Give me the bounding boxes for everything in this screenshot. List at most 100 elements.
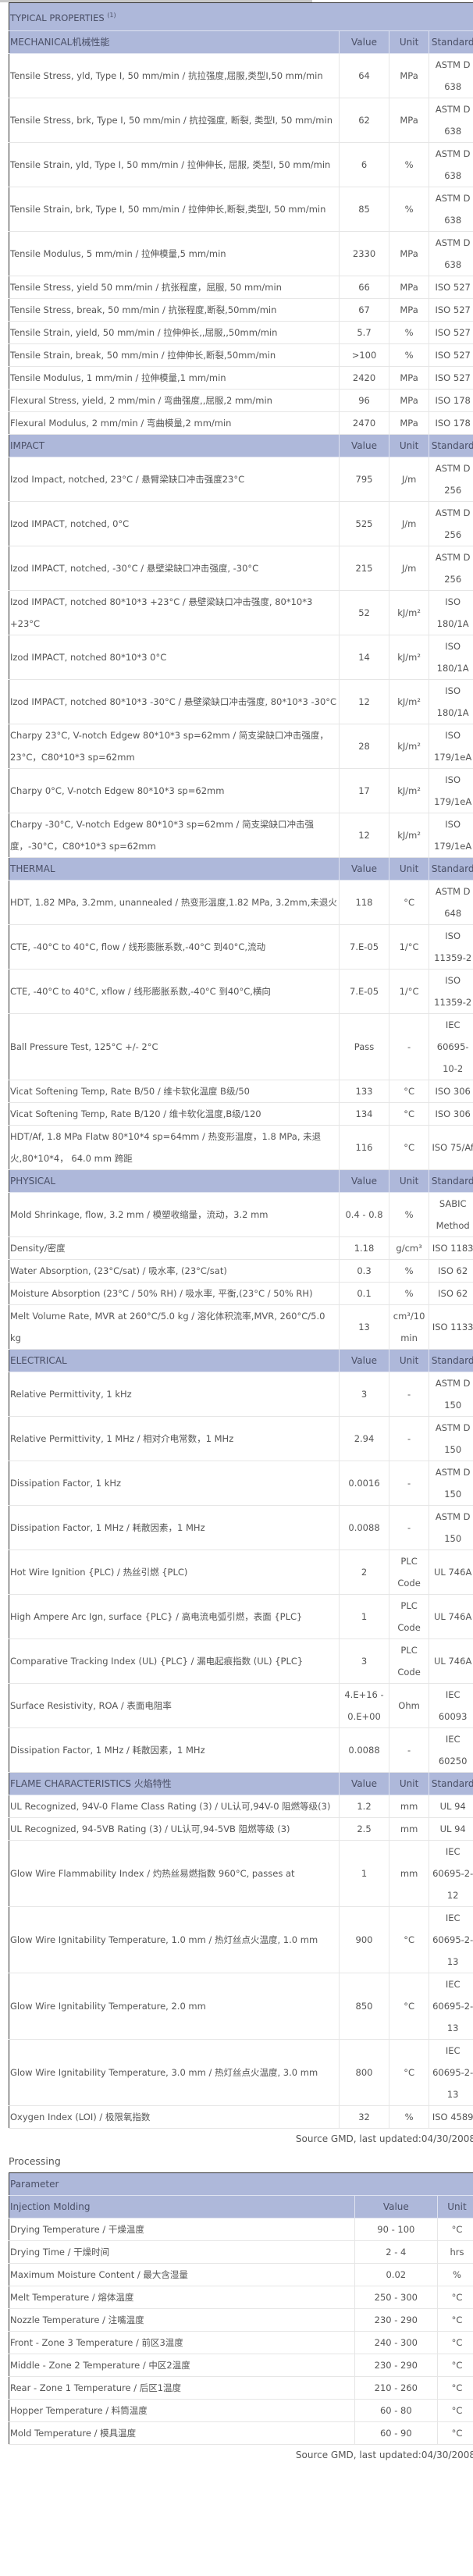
property-row: Charpy 0°C, V-notch Edgew 80*10*3 sp=62m… xyxy=(9,768,473,813)
property-row: Melt Volume Rate, MVR at 260°C/5.0 kg / … xyxy=(9,1304,473,1350)
property-row: Water Absorption, (23°C/sat) / 吸水率, (23°… xyxy=(9,1259,473,1283)
processing-row: Nozzle Temperature / 注嘴温度 230 - 290 °C xyxy=(9,2308,473,2332)
property-value: 4.E+16 - 0.E+00 xyxy=(339,1683,389,1728)
unit-header: Unit xyxy=(389,1169,430,1193)
property-name: High Ampere Arc Ign, surface {PLC} / 高电流… xyxy=(9,1594,340,1639)
property-name: Glow Wire Ignitability Temperature, 1.0 … xyxy=(9,1906,340,1973)
property-row: Izod IMPACT, notched 80*10*3 -30°C / 悬壁梁… xyxy=(9,679,473,724)
section-header-row: IMPACT Value Unit Standard xyxy=(9,434,473,457)
property-value: 7.E-05 xyxy=(339,924,389,970)
property-value: 133 xyxy=(339,1080,389,1103)
property-standard: ISO 306 xyxy=(429,1080,473,1103)
property-name: Izod IMPACT, notched 80*10*3 -30°C / 悬壁梁… xyxy=(9,679,340,724)
property-value: 0.0088 xyxy=(339,1727,389,1773)
property-unit: kJ/m² xyxy=(389,768,430,813)
parameter-name: Melt Temperature / 熔体温度 xyxy=(9,2286,355,2309)
property-name: Tensile Stress, break, 50 mm/min / 抗张程度,… xyxy=(9,298,340,322)
property-unit: g/cm³ xyxy=(389,1236,430,1260)
property-unit: °C xyxy=(389,1973,430,2040)
unit-header: Unit xyxy=(389,434,430,457)
property-unit: % xyxy=(389,1259,430,1283)
parameter-value: 230 - 290 xyxy=(354,2354,438,2377)
property-unit: % xyxy=(389,343,430,367)
property-standard: ISO 527 xyxy=(429,298,473,322)
parameter-name: Front - Zone 3 Temperature / 前区3温度 xyxy=(9,2331,355,2354)
property-value: 2.5 xyxy=(339,1817,389,1841)
property-value: 2470 xyxy=(339,411,389,435)
property-value: 2.94 xyxy=(339,1416,389,1461)
property-name: Tensile Strain, yld, Type I, 50 mm/min /… xyxy=(9,142,340,187)
property-name: Glow Wire Ignitability Temperature, 2.0 … xyxy=(9,1973,340,2040)
property-name: Charpy 23°C, V-notch Edgew 80*10*3 sp=62… xyxy=(9,724,340,769)
property-unit: % xyxy=(389,187,430,232)
property-row: High Ampere Arc Ign, surface {PLC} / 高电流… xyxy=(9,1594,473,1639)
property-row: Vicat Softening Temp, Rate B/50 / 维卡软化温度… xyxy=(9,1080,473,1103)
property-name: CTE, -40°C to 40°C, xflow / 线形膨胀系数,-40°C… xyxy=(9,969,340,1014)
parameter-value: 60 - 80 xyxy=(354,2399,438,2422)
property-row: Tensile Stress, brk, Type I, 50 mm/min /… xyxy=(9,98,473,143)
property-standard: ASTM D 150 xyxy=(429,1461,473,1506)
property-row: Density/密度 1.18 g/cm³ ISO 1183 xyxy=(9,1236,473,1260)
parameter-unit: °C xyxy=(437,2354,473,2377)
typical-properties-title-row: TYPICAL PROPERTIES (1) xyxy=(9,2,473,31)
property-value: 1.18 xyxy=(339,1236,389,1260)
unit-header: Unit xyxy=(389,1772,430,1795)
property-unit: - xyxy=(389,1461,430,1506)
footnote-marker: (1) xyxy=(107,12,116,19)
property-unit: MPa xyxy=(389,231,430,276)
processing-row: Mold Temperature / 模具温度 60 - 90 °C xyxy=(9,2421,473,2445)
property-unit: % xyxy=(389,1192,430,1237)
parameter-name: Middle - Zone 2 Temperature / 中区2温度 xyxy=(9,2354,355,2377)
property-standard: ISO 178 xyxy=(429,389,473,412)
property-value: 52 xyxy=(339,590,389,635)
property-value: 0.0016 xyxy=(339,1461,389,1506)
property-value: 3 xyxy=(339,1638,389,1684)
property-standard: ISO 180/1A xyxy=(429,635,473,680)
property-unit: PLC Code xyxy=(389,1550,430,1595)
property-value: 1 xyxy=(339,1840,389,1907)
property-unit: °C xyxy=(389,2039,430,2106)
property-row: Flexural Stress, yield, 2 mm/min / 弯曲强度,… xyxy=(9,389,473,412)
parameter-header: Parameter xyxy=(9,2172,473,2196)
property-name: Glow Wire Ignitability Temperature, 3.0 … xyxy=(9,2039,340,2106)
property-unit: kJ/m² xyxy=(389,724,430,769)
property-standard: IEC 60695-2-13 xyxy=(429,1973,473,2040)
datasheet: TYPICAL PROPERTIES (1) MECHANICAL机械性能 Val… xyxy=(9,2,473,2460)
property-name: Comparative Tracking Index (UL) {PLC} / … xyxy=(9,1638,340,1684)
section-header-row: ELECTRICAL Value Unit Standard xyxy=(9,1349,473,1372)
property-name: Tensile Strain, break, 50 mm/min / 拉伸伸长,… xyxy=(9,343,340,367)
top-scroll-edge xyxy=(0,0,312,2)
property-unit: % xyxy=(389,2105,430,2129)
property-row: Glow Wire Ignitability Temperature, 3.0 … xyxy=(9,2039,473,2106)
parameter-unit: °C xyxy=(437,2286,473,2309)
property-name: Relative Permittivity, 1 kHz xyxy=(9,1372,340,1417)
property-row: Hot Wire Ignition {PLC) / 热丝引燃 {PLC) 2 PLC… xyxy=(9,1550,473,1595)
property-row: Izod IMPACT, notched 80*10*3 +23°C / 悬壁梁… xyxy=(9,590,473,635)
processing-row: Middle - Zone 2 Temperature / 中区2温度 230 -… xyxy=(9,2354,473,2377)
property-row: HDT, 1.82 MPa, 3.2mm, unannealed / 热变形温度… xyxy=(9,880,473,925)
standard-header: Standard xyxy=(429,30,473,54)
property-standard: ISO 11359-2 xyxy=(429,969,473,1014)
property-value: 0.4 - 0.8 xyxy=(339,1192,389,1237)
property-value: 2330 xyxy=(339,231,389,276)
property-name: HDT, 1.82 MPa, 3.2mm, unannealed / 热变形温度… xyxy=(9,880,340,925)
property-value: 2420 xyxy=(339,366,389,390)
property-standard: ISO 62 xyxy=(429,1259,473,1283)
property-row: Flexural Modulus, 2 mm/min / 弯曲模量,2 mm/m… xyxy=(9,411,473,435)
value-header: Value xyxy=(339,1349,389,1372)
property-value: 85 xyxy=(339,187,389,232)
property-value: 800 xyxy=(339,2039,389,2106)
property-row: Tensile Strain, break, 50 mm/min / 拉伸伸长,… xyxy=(9,343,473,367)
property-standard: SABIC Method xyxy=(429,1192,473,1237)
property-standard: ISO 527 xyxy=(429,343,473,367)
parameter-value: 230 - 290 xyxy=(354,2308,438,2332)
property-value: 96 xyxy=(339,389,389,412)
property-name: Tensile Stress, yld, Type I, 50 mm/min /… xyxy=(9,53,340,98)
property-standard: IEC 60695-2-13 xyxy=(429,2039,473,2106)
parameter-value: 2 - 4 xyxy=(354,2240,438,2264)
property-name: Izod IMPACT, notched 80*10*3 +23°C / 悬壁梁… xyxy=(9,590,340,635)
property-value: 0.1 xyxy=(339,1282,389,1305)
standard-header: Standard xyxy=(429,1349,473,1372)
property-standard: UL 94 xyxy=(429,1795,473,1818)
property-row: UL Recognized, 94-5VB Rating (3) / UL认可,… xyxy=(9,1817,473,1841)
